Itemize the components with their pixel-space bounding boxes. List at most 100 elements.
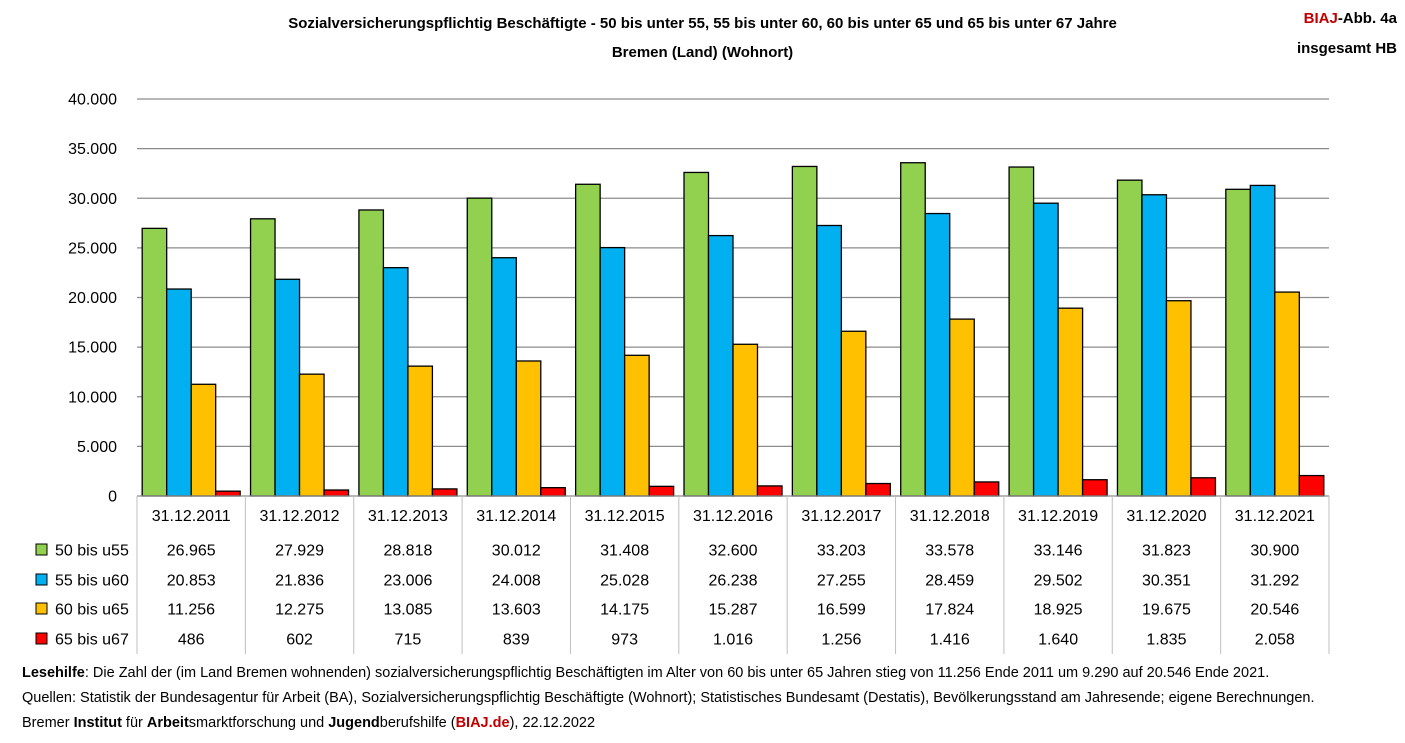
data-label: 715 [395, 632, 422, 649]
data-label: 23.006 [383, 573, 432, 590]
legend-label: 60 bis u65 [55, 602, 129, 619]
bar [732, 343, 759, 497]
bar [1032, 202, 1059, 497]
sources-note: Quellen: Statistik der Bundesagentur für… [22, 690, 1315, 706]
data-label: 32.600 [709, 543, 758, 560]
bar [816, 224, 843, 497]
y-tick-label: 5.000 [77, 439, 117, 456]
badge-suffix: -Abb. 4a [1337, 10, 1397, 27]
legend-label: 55 bis u60 [55, 573, 129, 590]
bar [648, 485, 675, 497]
data-label: 486 [178, 632, 205, 649]
x-tick-label: 31.12.2018 [910, 508, 990, 525]
bar [298, 373, 325, 497]
bar [683, 171, 710, 497]
data-label: 1.835 [1146, 632, 1186, 649]
data-label: 1.416 [930, 632, 970, 649]
data-label: 33.146 [1034, 543, 1083, 560]
bar [323, 489, 350, 497]
bar [1057, 307, 1084, 497]
data-label: 27.255 [817, 573, 866, 590]
bar [407, 365, 434, 497]
bar [358, 209, 385, 497]
figure-badge: BIAJ-Abb. 4a [1304, 10, 1397, 27]
credit-bold-arbeit: Arbeit [146, 715, 189, 731]
legend-swatch [35, 573, 48, 586]
y-tick-label: 35.000 [68, 141, 117, 158]
x-tick-label: 31.12.2011 [152, 508, 231, 525]
data-label: 1.640 [1038, 632, 1078, 649]
data-label: 602 [286, 632, 313, 649]
legend-label: 50 bis u55 [55, 543, 129, 560]
badge-region: insgesamt HB [1296, 40, 1397, 57]
bar [949, 318, 975, 497]
data-label: 15.287 [709, 602, 758, 619]
bar [791, 165, 818, 497]
x-tick-label: 31.12.2021 [1235, 508, 1315, 525]
data-label: 28.459 [925, 573, 974, 590]
legend-swatch [35, 543, 48, 556]
y-tick-label: 20.000 [68, 290, 117, 307]
legend-label: 65 bis u67 [55, 632, 129, 649]
y-tick-label: 40.000 [68, 92, 117, 109]
data-label: 2.058 [1255, 632, 1295, 649]
data-label: 31.292 [1250, 573, 1299, 590]
bar [1225, 188, 1251, 497]
credit-bold-jugend: Jugend [328, 715, 380, 731]
data-label: 26.238 [709, 573, 758, 590]
bar [431, 488, 458, 497]
data-label: 27.929 [275, 543, 324, 560]
x-tick-label: 31.12.2012 [260, 508, 340, 525]
data-label: 30.900 [1250, 543, 1299, 560]
data-label: 31.408 [600, 543, 649, 560]
data-label: 31.823 [1142, 543, 1191, 560]
data-label: 26.965 [167, 543, 216, 560]
bar [1116, 179, 1143, 497]
y-tick-label: 0 [108, 489, 117, 506]
x-tick-label: 31.12.2015 [585, 508, 665, 525]
y-tick-label: 10.000 [68, 389, 117, 406]
bar [215, 490, 241, 497]
data-label: 14.175 [600, 602, 649, 619]
data-label: 20.546 [1250, 602, 1299, 619]
bar [707, 234, 734, 497]
bar [466, 197, 493, 497]
reading-help: Lesehilfe: Die Zahl der (im Land Bremen … [22, 665, 1269, 681]
bar [190, 383, 217, 497]
data-label: 24.008 [492, 573, 541, 590]
data-label: 21.836 [275, 573, 324, 590]
credit-text: ), 22.12.2022 [509, 715, 596, 731]
bar [1165, 300, 1192, 497]
data-label: 25.028 [600, 573, 649, 590]
bar [574, 183, 601, 497]
data-label: 12.275 [275, 602, 324, 619]
bar [1008, 166, 1035, 497]
data-label: 18.925 [1034, 602, 1083, 619]
x-tick-label: 31.12.2016 [693, 508, 773, 525]
x-tick-label: 31.12.2020 [1126, 508, 1206, 525]
x-tick-label: 31.12.2019 [1018, 508, 1098, 525]
data-label: 19.675 [1142, 602, 1191, 619]
y-tick-label: 30.000 [68, 191, 117, 208]
bar [865, 482, 892, 497]
data-label: 1.016 [713, 632, 753, 649]
bar [166, 288, 192, 497]
x-tick-label: 31.12.2013 [368, 508, 448, 525]
bar [1081, 479, 1108, 497]
credit-text: Bremer [22, 715, 74, 731]
legend-swatch [35, 602, 48, 615]
chart-title: Sozialversicherungspflichtig Beschäftigt… [288, 15, 1117, 32]
bar [1298, 474, 1325, 497]
bar [924, 212, 951, 497]
biaj-link[interactable]: BIAJ.de [455, 715, 510, 731]
bar [382, 267, 409, 497]
bar-chart: 0 5.000 10.000 15.000 20.000 25.000 30.000 35.0… [35, 92, 1330, 654]
bar [141, 227, 168, 497]
credit-bold-institut: Institut [73, 715, 122, 731]
bar [491, 257, 517, 497]
bar [540, 487, 566, 497]
data-label: 13.085 [383, 602, 432, 619]
x-tick-label: 31.12.2017 [801, 508, 881, 525]
data-label: 839 [503, 632, 530, 649]
bar [274, 278, 301, 497]
